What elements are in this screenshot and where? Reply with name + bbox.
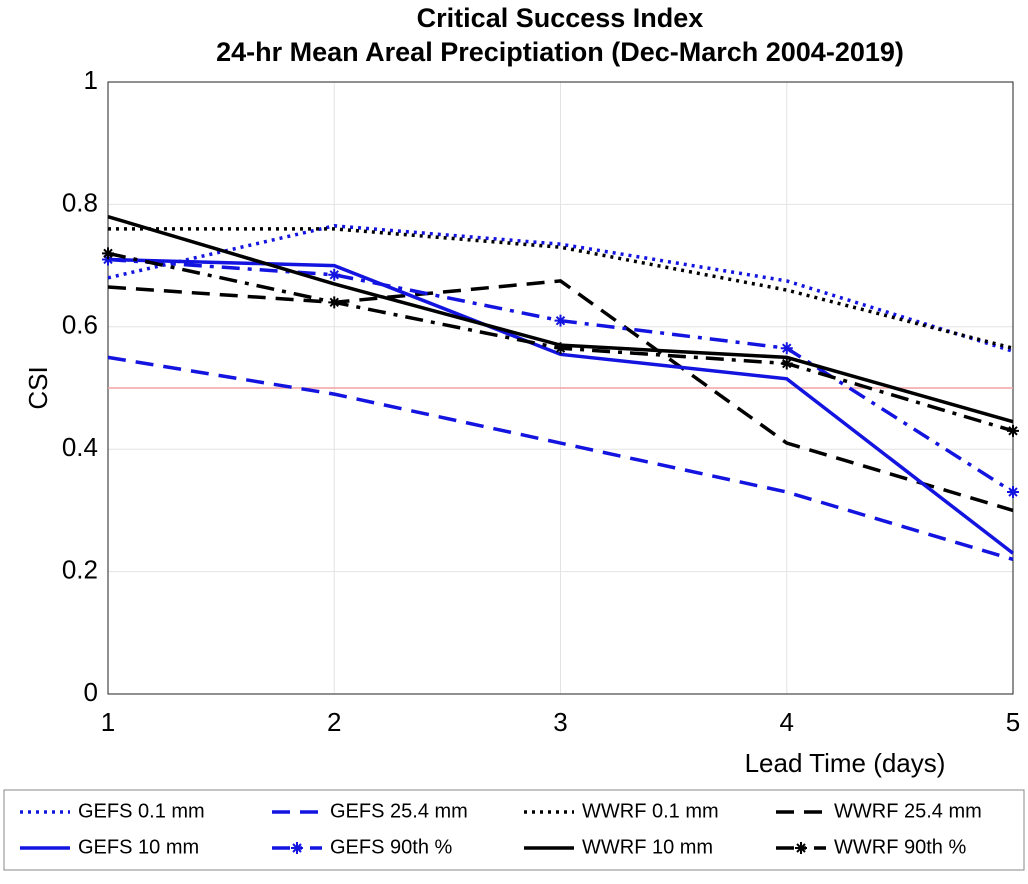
x-tick-label: 5 [1006,707,1020,737]
series-line [107,257,1015,555]
legend-label: WWRF 10 mm [582,836,713,858]
chart-title: Critical Success Index [417,3,704,33]
legend-label: WWRF 0.1 mm [582,800,719,822]
series-line [107,224,1014,353]
legend-label: GEFS 90th % [330,836,452,858]
x-tick-label: 2 [327,707,341,737]
x-tick-label: 3 [553,707,567,737]
legend-label: GEFS 25.4 mm [330,800,468,822]
point-marker [1007,424,1019,437]
point-marker [780,357,793,370]
y-tick-label: 0.6 [62,310,98,340]
legend-marker [795,842,807,854]
series-line [107,355,1014,562]
x-tick-label: 1 [101,707,115,737]
point-marker [554,342,567,355]
point-marker [1007,486,1019,499]
point-marker [102,253,114,266]
point-marker [328,296,341,309]
series-line [108,227,1014,350]
legend-label: WWRF 90th % [834,836,966,858]
legend-label: GEFS 0.1 mm [78,800,205,822]
point-marker [780,342,793,355]
y-tick-label: 0.2 [62,554,98,584]
x-axis-label: Lead Time (days) [745,748,946,778]
y-tick-label: 1 [84,65,98,95]
x-tick-label: 4 [780,707,794,737]
y-tick-label: 0.8 [62,187,98,217]
y-tick-label: 0 [84,677,98,707]
series-line [107,279,1014,513]
legend-marker [291,842,303,854]
legend-box [3,789,1025,871]
y-tick-label: 0.4 [62,432,98,462]
point-marker [554,314,567,327]
chart-subtitle: 24-hr Mean Areal Preciptiation (Dec-Marc… [216,37,904,67]
legend-label: WWRF 25.4 mm [834,800,982,822]
y-axis-label: CSI [23,366,53,409]
point-marker [102,247,114,260]
legend-label: GEFS 10 mm [78,836,199,858]
point-marker [328,268,341,281]
